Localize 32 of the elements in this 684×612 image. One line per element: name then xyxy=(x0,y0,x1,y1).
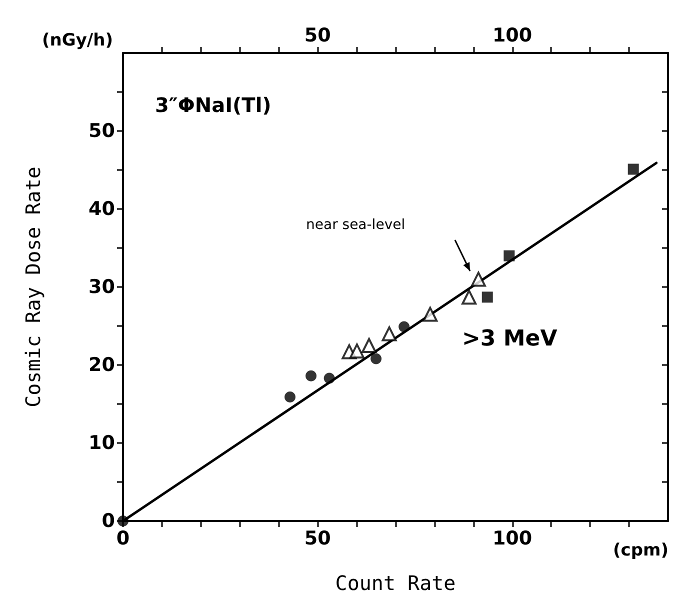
point xyxy=(306,370,317,382)
point xyxy=(349,343,364,358)
y-tick-label: 30 xyxy=(88,276,115,298)
point xyxy=(362,338,377,353)
x-tick-label: 0 xyxy=(116,528,130,550)
y-tick-label: 0 xyxy=(102,510,115,532)
x-axis-title: Count Rate xyxy=(335,571,456,595)
text: (cpm) xyxy=(613,540,668,560)
x-tick-label: 100 xyxy=(492,528,532,550)
x2-tick-label: 50 xyxy=(304,24,331,46)
point xyxy=(284,391,296,402)
annotation: >3 MeV xyxy=(462,326,558,352)
x2-axis-title: (nGy/h) xyxy=(42,30,113,50)
point xyxy=(470,272,486,287)
y-tick-label: 20 xyxy=(88,354,115,376)
point xyxy=(370,353,382,364)
point xyxy=(504,250,515,262)
point xyxy=(398,321,410,332)
point xyxy=(462,290,477,305)
x-tick-label: 50 xyxy=(304,528,331,550)
point xyxy=(628,164,639,175)
y-axis-title: Cosmic Ray Dose Rate xyxy=(21,166,45,408)
point xyxy=(482,292,493,303)
point xyxy=(324,372,335,384)
point xyxy=(422,306,438,322)
y-tick-label: 50 xyxy=(88,120,115,142)
y-tick-label: 10 xyxy=(88,432,115,454)
y-tick-label: 40 xyxy=(88,198,115,220)
point xyxy=(382,326,397,342)
annotation: 3″ΦNaI(Tl) xyxy=(155,93,272,117)
x2-tick-label: 100 xyxy=(492,24,532,46)
annotation: near sea-level xyxy=(306,217,406,233)
